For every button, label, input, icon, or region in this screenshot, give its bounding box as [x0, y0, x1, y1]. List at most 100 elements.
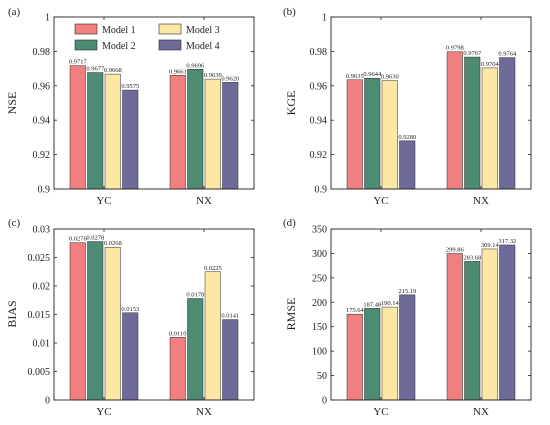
bar-model-1-yc: [346, 79, 363, 190]
bar-model-2-nx: [464, 261, 481, 401]
y-tick-label: 0.98: [33, 47, 51, 58]
y-tick-label: 0.98: [310, 47, 328, 58]
panel-label: (b): [283, 6, 296, 18]
bar-value-label: 0.9764: [498, 51, 517, 58]
chart-panel-1: (b) KGE 0.9 0.92 0.94 0.96 0.98 1 YC 0.9635 0.9644…: [283, 6, 532, 207]
bar-value-label: 0.0268: [104, 240, 122, 247]
bar-model-2-yc: [364, 308, 381, 401]
y-tick-label: 0.015: [28, 310, 51, 321]
x-category-label: YC: [96, 406, 111, 418]
legend-swatch: [158, 39, 182, 51]
y-axis-label: BIAS: [5, 300, 19, 327]
y-tick-label: 50: [317, 371, 327, 382]
bar-value-label: 0.9575: [121, 83, 139, 90]
legend-entry-label: Model 2: [102, 41, 136, 52]
bar-value-label: 187.48: [363, 301, 381, 308]
y-tick-label: 1: [45, 13, 50, 24]
bar-value-label: 0.0110: [169, 330, 187, 337]
y-axis-label: RMSE: [284, 298, 298, 331]
bar-model-4-yc: [399, 140, 416, 190]
plot-frame: [330, 16, 532, 190]
bar-value-label: 0.9639: [204, 72, 222, 79]
bar-model-1-nx: [446, 51, 463, 190]
bar-model-2-yc: [364, 77, 381, 190]
y-tick-label: 0.9: [38, 185, 51, 196]
x-category-label: NX: [473, 406, 489, 418]
y-tick-label: 0.96: [33, 81, 51, 92]
y-tick-label: 0.92: [33, 150, 51, 161]
bar-value-label: 0.9280: [398, 134, 416, 141]
legend-entry-label: Model 4: [186, 41, 220, 52]
bar-value-label: 0.0225: [204, 265, 222, 272]
bar-value-label: 190.14: [381, 300, 400, 307]
x-category-label: YC: [373, 406, 388, 418]
y-tick-label: 0: [45, 396, 50, 407]
bar-value-label: 0.9661: [169, 68, 187, 75]
y-tick-label: 100: [312, 347, 327, 358]
bar-model-2-nx: [464, 56, 481, 190]
y-tick-label: 0: [322, 396, 327, 407]
bar-model-3-yc: [104, 73, 121, 190]
y-tick-label: 0.94: [310, 116, 328, 127]
bar-value-label: 215.19: [398, 288, 416, 295]
y-tick-label: 150: [312, 322, 327, 333]
x-category-label: NX: [473, 195, 489, 207]
y-tick-label: 0.96: [310, 81, 328, 92]
bar-value-label: 283.68: [463, 254, 481, 261]
bar-model-2-nx: [187, 298, 204, 401]
bar-value-label: 0.9696: [186, 62, 205, 69]
bar-value-label: 0.0153: [121, 306, 139, 313]
bar-value-label: 0.0141: [221, 313, 239, 320]
bar-value-label: 0.9635: [346, 73, 364, 80]
x-category-label: YC: [96, 195, 111, 207]
panel-label: (d): [283, 217, 296, 229]
bar-model-3-nx: [481, 67, 498, 190]
y-tick-label: 250: [312, 273, 327, 284]
legend-swatch: [158, 23, 182, 35]
legend-entry-label: Model 1: [102, 25, 136, 36]
y-tick-label: 0.02: [33, 282, 51, 293]
y-tick-label: 0.9: [315, 185, 328, 196]
bar-model-1-nx: [169, 75, 186, 190]
legend-entry-label: Model 3: [186, 25, 220, 36]
bar-model-4-nx: [222, 319, 239, 401]
bar-value-label: 0.9644: [363, 71, 382, 78]
y-tick-label: 300: [312, 249, 327, 260]
bar-model-1-nx: [169, 337, 186, 401]
panel-label: (a): [8, 6, 21, 18]
plot-frame: [53, 228, 255, 401]
y-tick-label: 0.92: [310, 150, 328, 161]
bar-value-label: 0.9798: [446, 45, 464, 52]
plot-frame: [53, 16, 255, 190]
bar-value-label: 309.14: [481, 242, 500, 249]
legend-swatch: [74, 23, 98, 35]
bar-model-4-nx: [499, 57, 516, 190]
bar-model-2-yc: [87, 72, 104, 190]
panel-label: (c): [8, 217, 21, 229]
y-tick-label: 0.03: [33, 225, 51, 236]
plot-frame: [330, 228, 532, 401]
y-tick-label: 0.005: [28, 367, 51, 378]
bar-model-3-yc: [104, 246, 121, 401]
y-tick-label: 0.01: [33, 339, 51, 350]
bar-value-label: 0.9717: [69, 59, 88, 66]
bar-model-1-yc: [69, 242, 86, 401]
x-category-label: NX: [196, 406, 212, 418]
legend: Model 1 Model 2 Model 3 Model 4: [74, 23, 220, 52]
bar-model-1-nx: [446, 253, 463, 401]
bar-model-1-yc: [346, 313, 363, 401]
bar-model-2-yc: [87, 241, 104, 401]
bar-value-label: 299.86: [446, 246, 465, 253]
chart-panel-2: (c) BIAS 0 0.005 0.01 0.015 0.02 0.025 0.03 YC 0.0…: [5, 217, 255, 418]
legend-swatch: [74, 39, 98, 51]
bar-model-3-yc: [381, 80, 398, 190]
bar-value-label: 0.9704: [481, 61, 500, 68]
chart-panel-3: (d) RMSE 0 50 100 150 200 250 300 350 YC 175.64187.…: [283, 217, 532, 418]
bar-model-3-nx: [204, 78, 221, 190]
bar-model-1-yc: [69, 65, 86, 190]
bar-value-label: 175.64: [346, 307, 365, 314]
bar-model-4-yc: [122, 312, 139, 401]
x-category-label: YC: [373, 195, 388, 207]
bar-model-3-nx: [481, 248, 498, 401]
